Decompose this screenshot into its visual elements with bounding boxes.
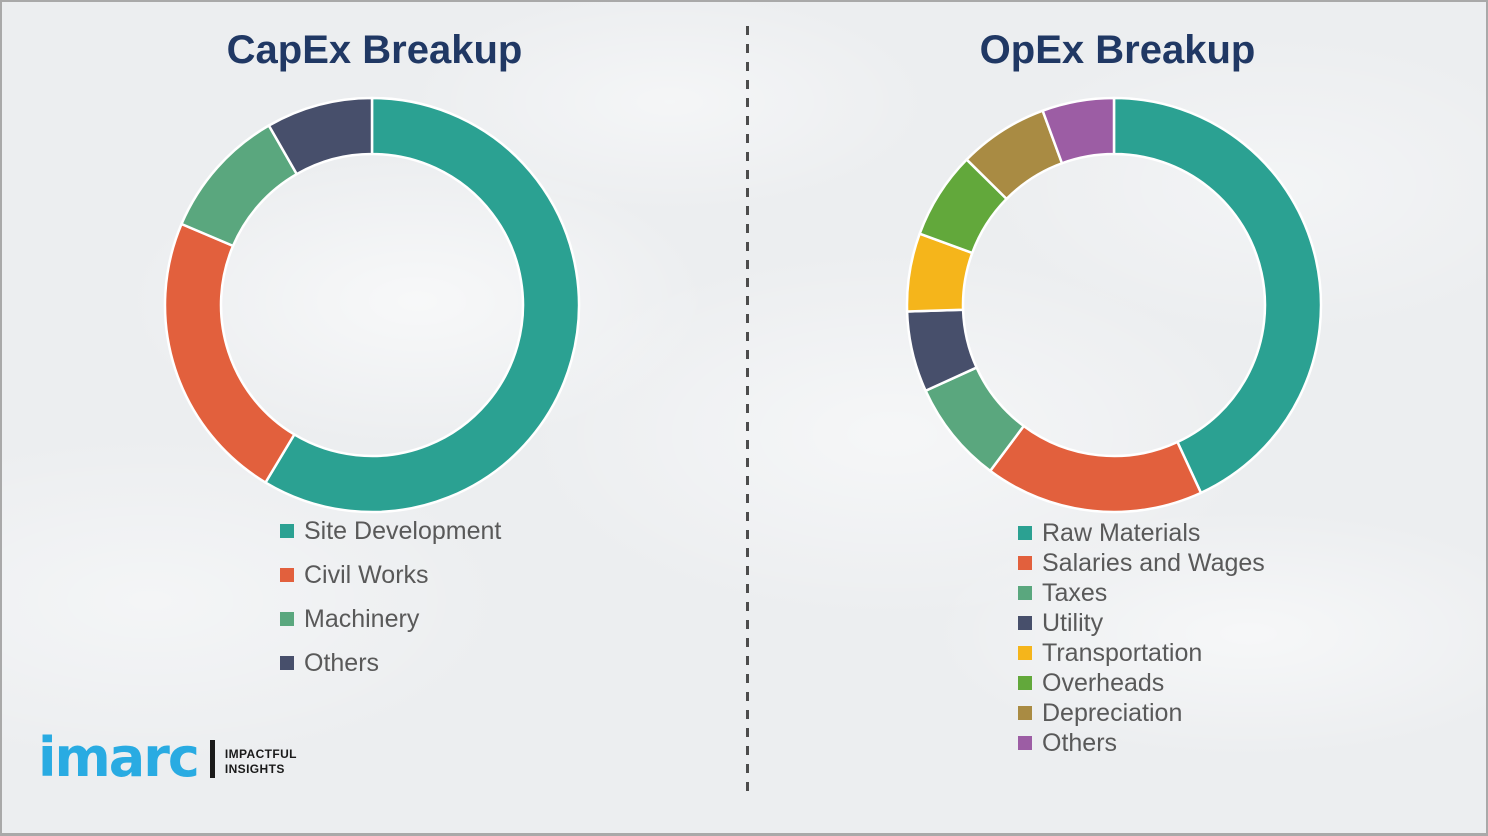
opex-donut-chart xyxy=(905,96,1323,514)
legend-swatch xyxy=(280,524,294,538)
logo-tagline-line1: IMPACTFUL xyxy=(224,747,297,762)
capex-legend: Site Development Civil Works Machinery O… xyxy=(280,509,501,685)
legend-item: Utility xyxy=(1018,608,1265,638)
legend-swatch xyxy=(1018,616,1032,630)
legend-label: Utility xyxy=(1042,608,1104,637)
legend-label: Others xyxy=(304,648,380,677)
legend-swatch xyxy=(1018,526,1032,540)
legend-label: Transportation xyxy=(1042,638,1203,667)
legend-item: Civil Works xyxy=(280,553,501,597)
imarc-logo-text: imarc xyxy=(38,726,200,789)
legend-item: Transportation xyxy=(1018,638,1265,668)
donut-segment-raw-materials xyxy=(1112,96,1323,495)
logo-tagline-line2: INSIGHTS xyxy=(224,762,285,777)
dashed-divider-line xyxy=(746,26,749,792)
capex-donut-chart xyxy=(163,96,581,514)
legend-label: Site Development xyxy=(304,516,502,545)
donut-segment-civil-works xyxy=(163,222,296,484)
legend-label: Depreciation xyxy=(1042,698,1183,727)
legend-item: Overheads xyxy=(1018,668,1265,698)
logo-divider-bar xyxy=(209,740,215,779)
legend-swatch xyxy=(280,656,294,670)
legend-label: Machinery xyxy=(304,604,420,633)
legend-label: Raw Materials xyxy=(1042,518,1201,547)
donut-segment-others xyxy=(1041,96,1116,165)
donut-segment-site-development xyxy=(264,96,581,514)
legend-swatch xyxy=(1018,736,1032,750)
imarc-logo: imarc IMPACTFUL INSIGHTS xyxy=(38,726,297,789)
legend-swatch xyxy=(1018,706,1032,720)
legend-item: Machinery xyxy=(280,597,501,641)
legend-label: Civil Works xyxy=(304,560,429,589)
legend-label: Others xyxy=(1042,728,1118,757)
legend-item: Raw Materials xyxy=(1018,518,1265,548)
legend-swatch xyxy=(1018,676,1032,690)
legend-swatch xyxy=(1018,556,1032,570)
capex-chart-title: CapEx Breakup xyxy=(226,28,523,72)
legend-item: Taxes xyxy=(1018,578,1265,608)
legend-item: Site Development xyxy=(280,509,501,553)
legend-item: Salaries and Wages xyxy=(1018,548,1265,578)
legend-swatch xyxy=(280,612,294,626)
opex-chart-title: OpEx Breakup xyxy=(979,28,1256,72)
legend-item: Others xyxy=(280,641,501,685)
donut-segment-others xyxy=(267,96,374,176)
legend-item: Others xyxy=(1018,728,1265,758)
legend-label: Overheads xyxy=(1042,668,1165,697)
logo-tagline: IMPACTFUL INSIGHTS xyxy=(225,747,297,777)
opex-legend: Raw Materials Salaries and Wages Taxes U… xyxy=(1018,518,1265,758)
legend-item: Depreciation xyxy=(1018,698,1265,728)
legend-swatch xyxy=(1018,646,1032,660)
legend-swatch xyxy=(1018,586,1032,600)
legend-label: Taxes xyxy=(1042,578,1108,607)
legend-label: Salaries and Wages xyxy=(1042,548,1265,577)
legend-swatch xyxy=(280,568,294,582)
donut-segment-salaries-and-wages xyxy=(988,424,1203,514)
